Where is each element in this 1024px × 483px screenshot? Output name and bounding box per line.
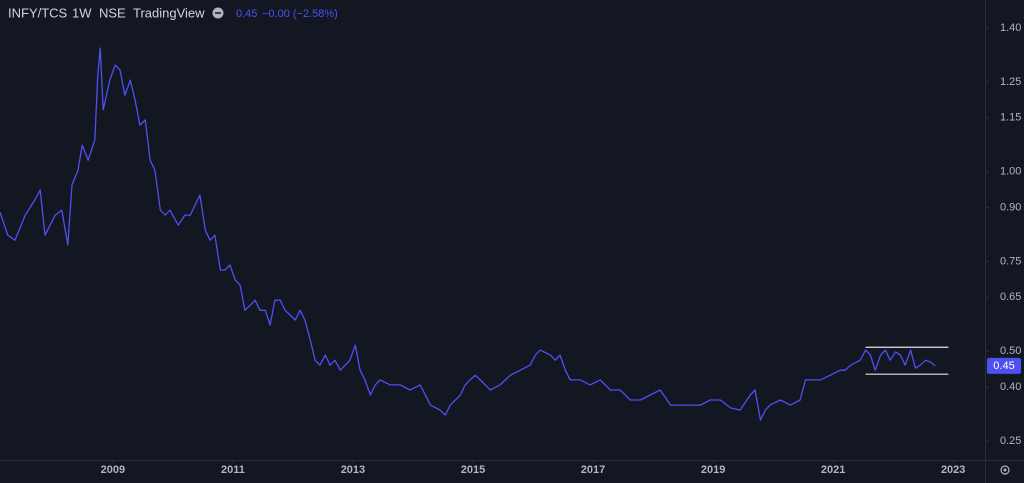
x-tick-label: 2021	[821, 464, 845, 476]
y-tick-label: 0.50	[1000, 345, 1021, 357]
interval[interactable]: 1W	[72, 5, 92, 20]
last-price-box	[987, 357, 1021, 374]
y-tick-label: 1.15	[1000, 112, 1021, 124]
x-tick-label: 2023	[941, 464, 965, 476]
last-price-label: 0.45	[993, 360, 1014, 372]
x-tick-label: 2013	[341, 464, 365, 476]
y-tick-label: 0.25	[1000, 435, 1021, 447]
y-tick-label: 1.00	[1000, 166, 1021, 178]
x-tick-label: 2009	[101, 464, 125, 476]
y-tick-label: 0.40	[1000, 381, 1021, 393]
exchange: NSE	[99, 5, 126, 20]
settings-icon[interactable]	[1000, 465, 1010, 475]
y-tick-label: 0.65	[1000, 291, 1021, 303]
x-tick-label: 2011	[221, 464, 245, 476]
settings-gear	[1000, 465, 1010, 475]
symbol[interactable]: INFY/TCS	[8, 5, 68, 20]
y-tick-label: 0.90	[1000, 201, 1021, 213]
price: 0.45	[236, 8, 257, 20]
y-tick-label: 0.75	[1000, 255, 1021, 267]
y-tick-label: 1.40	[1000, 22, 1021, 34]
price-line	[0, 47, 936, 421]
x-tick-label: 2017	[581, 464, 605, 476]
change: −0.00 (−2.58%)	[262, 8, 338, 20]
source: TradingView	[133, 5, 205, 20]
x-tick-label: 2019	[701, 464, 725, 476]
x-tick-label: 2015	[461, 464, 485, 476]
settings-dot	[1003, 468, 1007, 472]
y-tick-label: 1.25	[1000, 76, 1021, 88]
